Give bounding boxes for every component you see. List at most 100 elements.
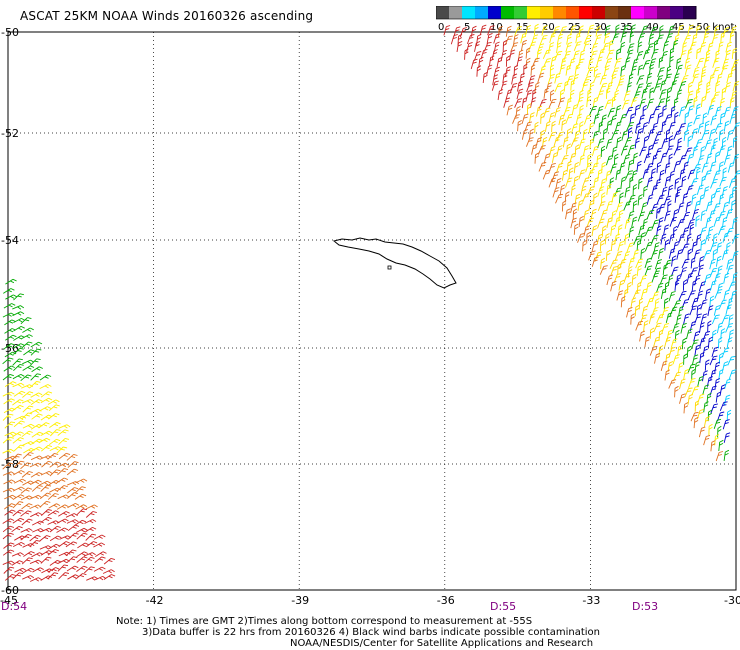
wind-barb <box>500 80 508 91</box>
wind-barb <box>58 572 70 580</box>
wind-barb <box>630 297 637 309</box>
wind-barb <box>526 103 532 115</box>
wind-barb <box>48 503 61 509</box>
wind-barb <box>643 135 649 148</box>
wind-barb <box>21 341 33 349</box>
wind-barb <box>603 128 608 140</box>
wind-barb <box>673 97 679 109</box>
wind-barb <box>30 373 41 381</box>
wind-barb <box>67 524 80 532</box>
wind-barb <box>668 233 676 245</box>
wind-barb <box>651 48 659 59</box>
wind-barb <box>722 232 730 243</box>
wind-barb <box>621 130 628 141</box>
wind-speed-legend: 0 5 10 15 20 25 30 35 40 45 >50 knots <box>436 6 736 33</box>
wind-barb <box>631 216 638 228</box>
wind-barb <box>65 541 78 548</box>
wind-barb <box>466 41 473 53</box>
wind-barb <box>707 305 714 317</box>
wind-barb <box>592 96 599 108</box>
wind-barb <box>717 225 726 236</box>
wind-barb <box>456 40 463 52</box>
wind-barb <box>658 56 664 68</box>
wind-barb <box>566 143 572 155</box>
wind-barb <box>565 113 574 124</box>
legend-tick-label: 10 <box>490 22 503 33</box>
wind-barb <box>606 183 612 195</box>
wind-barb <box>724 378 732 389</box>
wind-barb <box>597 186 605 197</box>
wind-barb <box>682 279 688 291</box>
wind-barb <box>482 71 488 84</box>
wind-barb <box>66 519 79 524</box>
wind-barb <box>700 95 707 108</box>
wind-barb <box>638 177 643 190</box>
wind-barb <box>651 122 659 134</box>
wind-barb <box>709 280 717 291</box>
wind-barb <box>496 56 503 68</box>
wind-barb <box>479 24 487 36</box>
wind-barb <box>661 120 667 132</box>
wind-barb <box>699 41 707 53</box>
wind-barb <box>731 47 738 59</box>
wind-barb <box>694 200 701 212</box>
wind-barb <box>664 114 672 124</box>
wind-barb <box>614 216 621 228</box>
wind-barb <box>714 123 723 133</box>
wind-barb <box>722 167 727 179</box>
wind-barb <box>605 249 611 262</box>
wind-barb <box>624 218 631 229</box>
wind-barb <box>668 248 676 259</box>
wind-barb <box>593 192 598 205</box>
wind-barb <box>85 541 98 548</box>
wind-barb <box>660 360 668 372</box>
legend-swatch <box>553 6 567 19</box>
wind-barb <box>47 572 59 580</box>
wind-barb <box>11 552 24 557</box>
wind-barb <box>599 265 608 275</box>
wind-barb <box>610 114 617 126</box>
wind-barb <box>582 145 590 156</box>
wind-barb <box>569 24 577 36</box>
wind-barb <box>583 114 592 125</box>
wind-barb <box>639 314 648 325</box>
wind-barb <box>627 159 634 171</box>
wind-barb <box>704 139 713 150</box>
wind-barb <box>680 322 687 334</box>
wind-barb <box>47 567 60 573</box>
wind-barb <box>591 225 598 237</box>
wind-barb <box>655 75 664 86</box>
wind-barb <box>589 50 598 61</box>
wind-barb <box>676 185 682 197</box>
wind-barb <box>20 528 33 533</box>
wind-barb <box>651 139 660 150</box>
wind-barb <box>574 63 581 75</box>
wind-barb <box>14 415 27 421</box>
wind-barb <box>561 119 567 131</box>
wind-barb <box>56 518 69 524</box>
wind-barb <box>712 233 718 245</box>
wind-barb <box>582 128 588 141</box>
wind-barb <box>543 153 551 164</box>
wind-barb <box>660 288 667 299</box>
wind-barb <box>2 373 14 381</box>
wind-barb <box>85 504 98 510</box>
wind-barb <box>12 399 24 406</box>
wind-barb <box>687 135 692 148</box>
wind-barb <box>2 549 15 556</box>
wind-barb <box>58 437 70 445</box>
wind-barb <box>598 48 606 59</box>
wind-barb <box>683 161 689 173</box>
wind-barb <box>642 121 649 133</box>
wind-barb <box>13 460 25 468</box>
wind-barb <box>470 58 478 70</box>
wind-barb <box>615 169 622 181</box>
wind-barb <box>654 130 663 141</box>
wind-barb <box>600 145 606 158</box>
wind-barb <box>47 399 60 405</box>
wind-barb <box>3 365 15 372</box>
wind-barb <box>679 378 686 390</box>
wind-barb <box>517 49 524 61</box>
wind-barb <box>591 256 599 267</box>
wind-barb <box>628 257 636 268</box>
